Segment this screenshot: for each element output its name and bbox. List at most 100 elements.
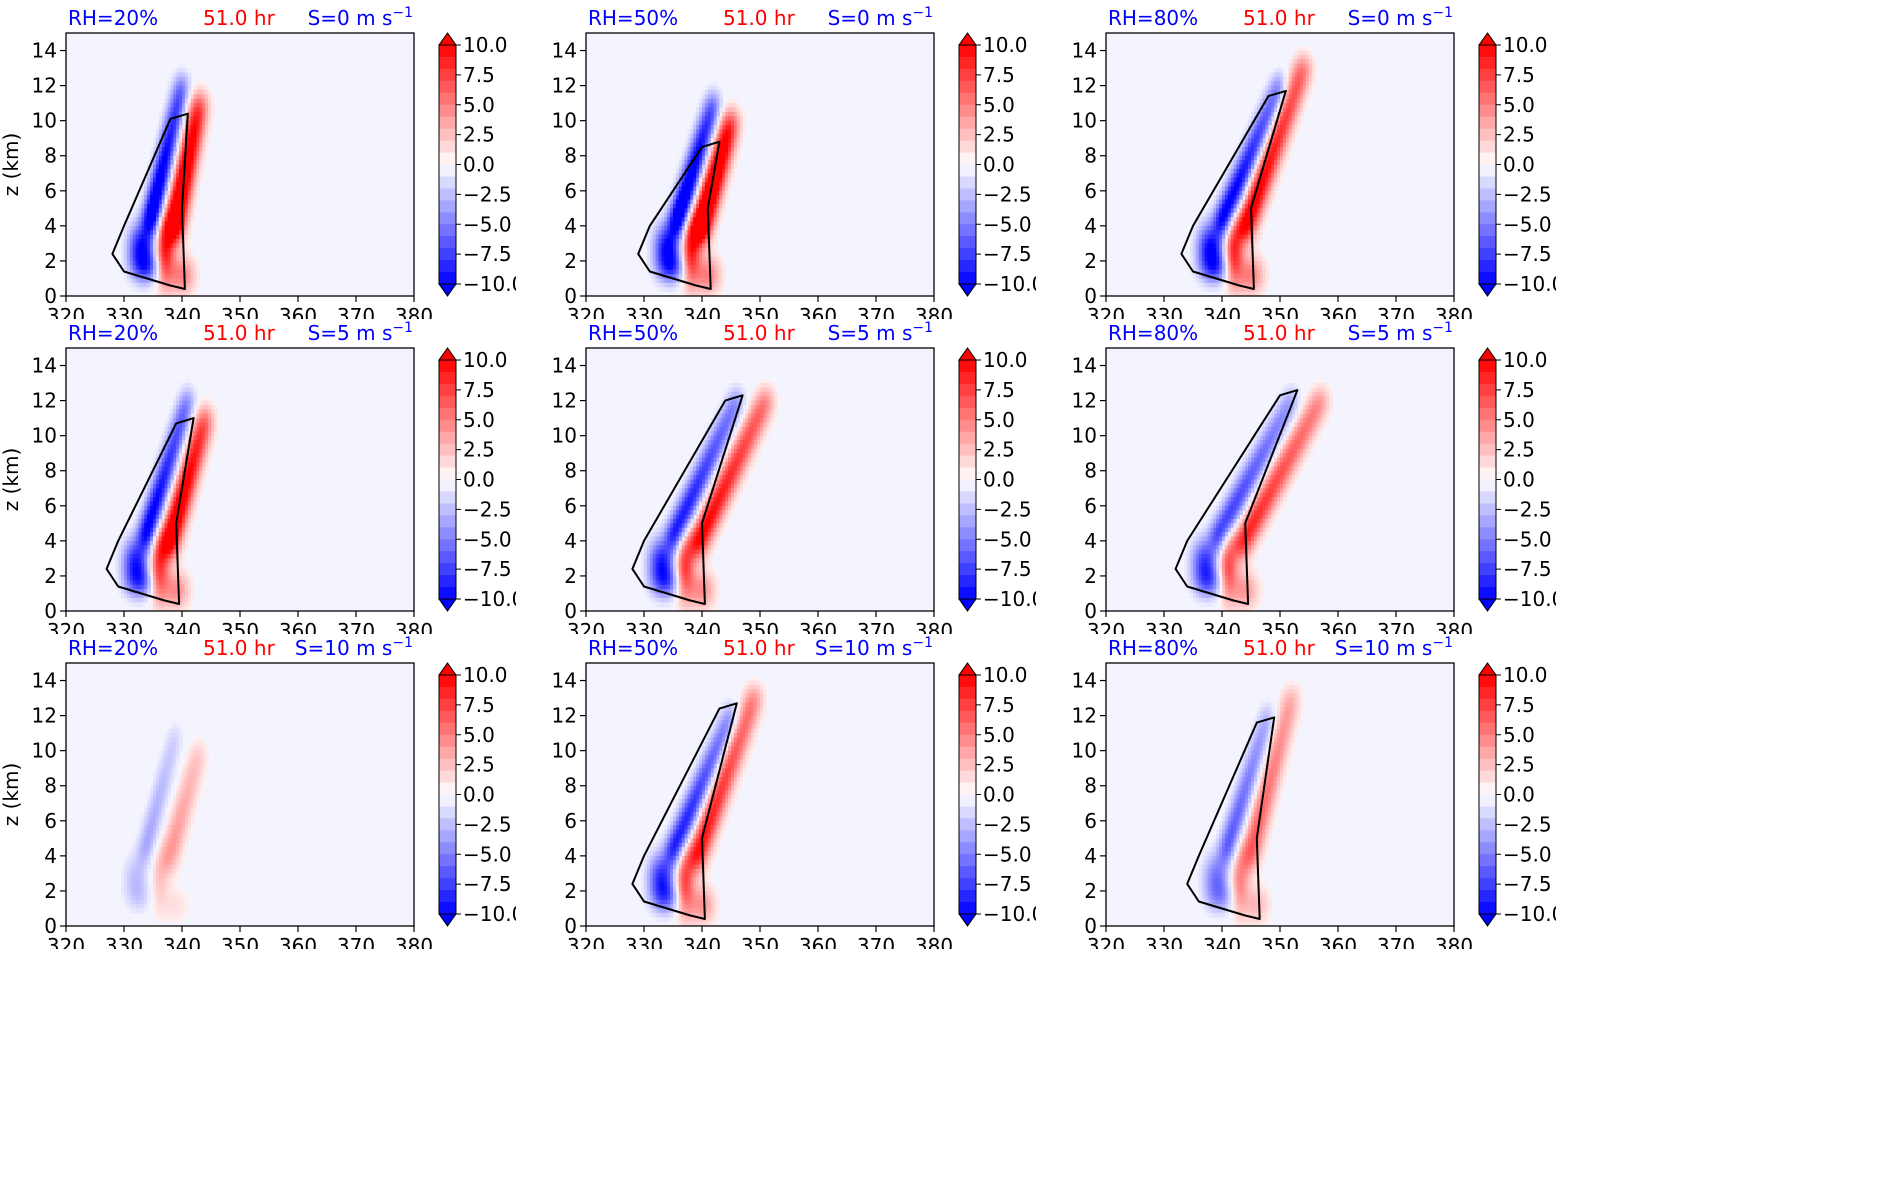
colorbar-tick-label: 5.0 [983, 723, 1015, 747]
colorbar-tick-label: −5.0 [983, 527, 1032, 551]
colorbar: 10.0 7.5 5.0 2.5 0.0 −2.5 −5.0 −7.5 −10.0 [1478, 662, 1556, 927]
shear-label: S=10 m s−1 [815, 635, 933, 660]
x-tick-label: 380 [1435, 619, 1473, 634]
colorbar-extend-min [958, 283, 977, 297]
colorbar: 10.0 7.5 5.0 2.5 0.0 −2.5 −5.0 −7.5 −10.0 [438, 662, 516, 927]
x-tick-label: 350 [221, 619, 259, 634]
panel-5: 320 330 340 350 360 370 380 0 2 4 6 8 10 12 14 RH=50% 51… [552, 320, 1036, 634]
colorbar-tick-label: 7.5 [463, 378, 495, 402]
x-tick-label: 380 [915, 619, 953, 634]
y-tick-label: 6 [564, 494, 577, 518]
panel-6: 320 330 340 350 360 370 380 0 2 4 6 8 10 12 14 RH=80% 51… [1072, 320, 1556, 634]
rh-label: RH=80% [1108, 636, 1198, 660]
x-tick-label: 330 [625, 619, 663, 634]
colorbar-tick-label: 10.0 [983, 663, 1028, 687]
colorbar-tick-label: 2.5 [463, 753, 495, 777]
colorbar-extend-max [1478, 32, 1497, 46]
time-label: 51.0 hr [723, 321, 796, 345]
rh-label: RH=20% [68, 6, 158, 30]
y-tick-label: 0 [1084, 284, 1097, 308]
colorbar-tick-label: 0.0 [983, 783, 1015, 807]
x-tick-label: 380 [395, 619, 433, 634]
contour-line [1180, 89, 1287, 290]
rh-label: RH=20% [68, 636, 158, 660]
y-tick-label: 6 [44, 179, 57, 203]
colorbar-tick-label: 10.0 [1503, 348, 1548, 372]
x-tick-label: 380 [1435, 934, 1473, 949]
y-tick-label: 14 [32, 39, 57, 63]
y-tick-label: 12 [1072, 74, 1097, 98]
y-tick-label: 6 [44, 494, 57, 518]
y-tick-label: 2 [1084, 564, 1097, 588]
x-tick-label: 370 [1377, 619, 1415, 634]
colorbar-tick-label: 0.0 [1503, 468, 1535, 492]
colorbar-tick-label: 7.5 [1503, 693, 1535, 717]
y-tick-label: 10 [1072, 739, 1097, 763]
x-tick-label: 370 [1377, 304, 1415, 319]
colorbar-extend-min [438, 283, 457, 297]
heatmap-field [121, 719, 209, 923]
y-tick-label: 2 [44, 879, 57, 903]
y-tick-label: 10 [32, 109, 57, 133]
rh-label: RH=50% [588, 321, 678, 345]
x-tick-label: 370 [857, 619, 895, 634]
y-tick-label: 8 [44, 774, 57, 798]
colorbar-tick-label: 7.5 [983, 63, 1015, 87]
colorbar-tick-label: 7.5 [1503, 378, 1535, 402]
x-tick-label: 350 [1261, 619, 1299, 634]
y-tick-label: 6 [564, 179, 577, 203]
y-axis-label: z (km) [0, 448, 23, 512]
colorbar-tick-label: 0.0 [463, 783, 495, 807]
y-axis-label: z (km) [0, 763, 23, 827]
colorbar-tick-label: −7.5 [463, 242, 512, 266]
colorbar-tick-label: −10.0 [983, 587, 1036, 611]
x-tick-label: 350 [741, 934, 779, 949]
colorbar-tick-label: −10.0 [463, 902, 516, 926]
x-tick-label: 360 [279, 934, 317, 949]
colorbar-extend-max [1478, 347, 1497, 361]
colorbar-tick-label: −7.5 [983, 242, 1032, 266]
x-tick-label: 360 [1319, 304, 1357, 319]
x-tick-label: 340 [1203, 619, 1241, 634]
colorbar-tick-label: 10.0 [1503, 33, 1548, 57]
x-tick-label: 350 [741, 304, 779, 319]
colorbar-tick-label: −5.0 [463, 842, 512, 866]
colorbar-tick-label: −2.5 [463, 182, 512, 206]
time-label: 51.0 hr [203, 636, 276, 660]
colorbar-tick-label: −2.5 [983, 497, 1032, 521]
y-tick-label: 14 [32, 354, 57, 378]
colorbar-tick-label: −7.5 [463, 872, 512, 896]
colorbar-tick-label: 7.5 [463, 693, 495, 717]
y-tick-label: 8 [1084, 774, 1097, 798]
y-tick-label: 10 [32, 739, 57, 763]
y-tick-label: 0 [564, 284, 577, 308]
y-tick-label: 12 [552, 704, 577, 728]
colorbar: 10.0 7.5 5.0 2.5 0.0 −2.5 −5.0 −7.5 −10.0 [1478, 347, 1556, 612]
y-tick-label: 4 [44, 214, 57, 238]
panel-3: 320 330 340 350 360 370 380 0 2 4 6 8 10 12 14 RH=80% 51… [1072, 5, 1556, 319]
y-tick-label: 6 [1084, 179, 1097, 203]
x-tick-label: 320 [47, 934, 85, 949]
colorbar-tick-label: 7.5 [983, 693, 1015, 717]
x-tick-label: 360 [279, 619, 317, 634]
colorbar-tick-label: −5.0 [983, 842, 1032, 866]
contour-line [637, 140, 721, 290]
contour-line [631, 702, 738, 920]
x-tick-label: 330 [1145, 304, 1183, 319]
x-tick-label: 340 [163, 934, 201, 949]
y-tick-label: 14 [1072, 354, 1097, 378]
y-tick-label: 8 [44, 144, 57, 168]
y-tick-label: 4 [44, 844, 57, 868]
time-label: 51.0 hr [203, 6, 276, 30]
colorbar-tick-label: −10.0 [463, 272, 516, 296]
y-tick-label: 0 [1084, 914, 1097, 938]
colorbar-extend-min [958, 598, 977, 612]
rh-label: RH=50% [588, 6, 678, 30]
y-tick-label: 12 [552, 74, 577, 98]
colorbar-tick-label: −2.5 [463, 497, 512, 521]
colorbar-tick-label: 2.5 [1503, 438, 1535, 462]
y-tick-label: 10 [1072, 109, 1097, 133]
colorbar-extend-max [438, 662, 457, 676]
colorbar: 10.0 7.5 5.0 2.5 0.0 −2.5 −5.0 −7.5 −10.0 [438, 347, 516, 612]
heatmap-field [1184, 378, 1333, 611]
